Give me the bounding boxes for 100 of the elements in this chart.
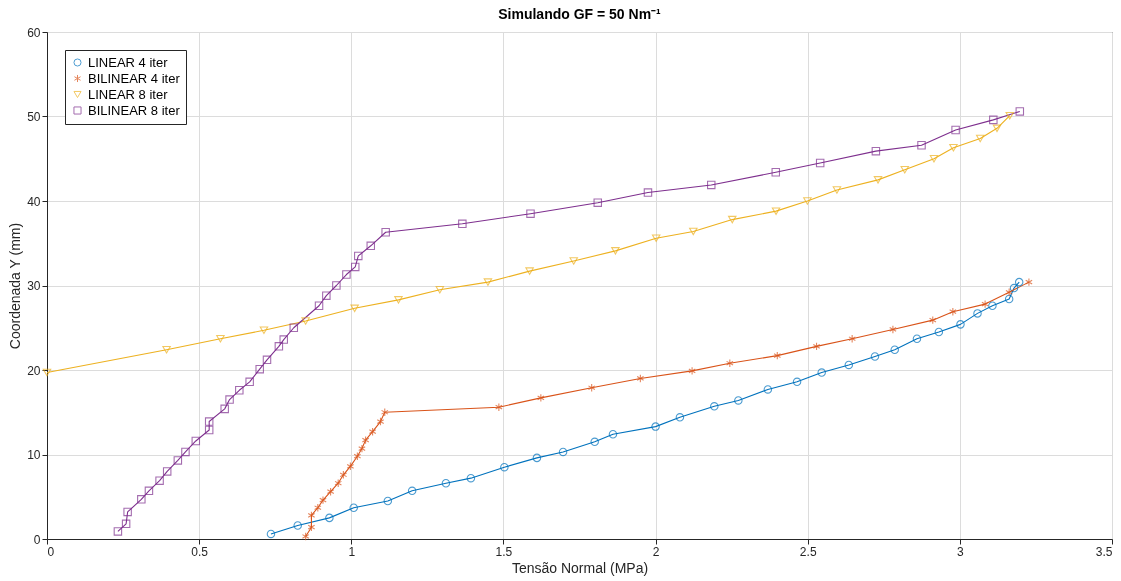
point: [137, 495, 146, 504]
point: [204, 425, 214, 435]
point: [590, 437, 599, 447]
x-tick-label: 3.5: [1095, 544, 1113, 559]
point: [651, 422, 660, 431]
point: [191, 436, 201, 446]
point: [727, 215, 737, 224]
point: [500, 462, 509, 472]
point: [441, 478, 451, 488]
point: [532, 453, 542, 463]
x-tick-label: 1.5: [495, 544, 513, 559]
y-axis-title: Coordenada Y (mm): [7, 222, 24, 350]
point: [812, 342, 821, 351]
point: [394, 296, 403, 304]
point: [975, 134, 985, 143]
point: [381, 228, 390, 237]
point: [558, 447, 568, 457]
point: [458, 219, 467, 229]
y-tick-label: 10: [27, 448, 41, 462]
y-tick-label: 50: [27, 110, 41, 124]
point: [587, 383, 596, 392]
point: [216, 334, 225, 343]
point: [593, 198, 603, 207]
point: [173, 456, 183, 465]
point: [293, 521, 302, 530]
y-tick-label: 60: [27, 25, 41, 40]
point: [689, 227, 698, 236]
point: [350, 262, 360, 272]
point: [319, 495, 327, 505]
point: [611, 247, 620, 255]
point: [121, 519, 131, 529]
point: [314, 301, 324, 311]
point: [376, 417, 385, 426]
point: [123, 507, 132, 517]
point: [817, 368, 826, 377]
point: [354, 251, 363, 261]
point: [162, 345, 171, 354]
point: [301, 532, 310, 541]
point: [279, 335, 288, 344]
point: [844, 360, 854, 370]
legend-label: BILINEAR 4 iter: [88, 70, 181, 86]
point: [350, 304, 359, 313]
point: [225, 395, 234, 404]
point: [771, 168, 781, 177]
point: [643, 188, 653, 197]
x-tick-label: 3: [957, 544, 965, 559]
point: [495, 402, 503, 412]
point: [889, 325, 897, 334]
point: [349, 503, 358, 512]
point: [314, 503, 322, 512]
point: [651, 234, 661, 242]
point: [361, 435, 370, 445]
point: [803, 197, 812, 205]
point: [537, 393, 545, 403]
point: [266, 529, 276, 539]
point: [988, 301, 997, 311]
point: [42, 368, 52, 377]
point: [301, 317, 310, 325]
x-axis-title: Tensão Normal (MPa): [511, 559, 649, 576]
point: [726, 358, 734, 368]
point: [235, 386, 244, 395]
point: [307, 522, 316, 532]
point: [255, 364, 264, 374]
point: [989, 115, 998, 125]
point: [688, 366, 696, 376]
point: [483, 278, 493, 286]
point: [569, 257, 578, 265]
point: [380, 407, 389, 417]
point: [346, 462, 355, 471]
point: [1025, 277, 1033, 287]
point: [144, 486, 154, 496]
point: [181, 447, 190, 457]
point: [1009, 283, 1019, 293]
point: [245, 377, 254, 387]
point: [339, 470, 348, 480]
point: [956, 320, 965, 329]
point: [525, 267, 534, 275]
point: [325, 513, 334, 523]
point: [366, 241, 376, 251]
point: [353, 451, 362, 461]
point: [262, 355, 272, 365]
point: [289, 323, 299, 333]
point: [383, 496, 393, 506]
point: [1005, 288, 1013, 297]
point: [949, 307, 957, 316]
x-tick-label: 1: [348, 544, 356, 559]
point: [917, 140, 926, 150]
y-tick-label: 0: [33, 532, 41, 547]
point: [815, 158, 825, 168]
point: [792, 377, 802, 387]
point: [870, 352, 880, 361]
point: [407, 486, 417, 496]
point: [332, 281, 341, 290]
point: [675, 413, 685, 422]
legend-label: LINEAR 4 iter: [88, 54, 169, 70]
x-tick-label: 0: [47, 544, 55, 559]
x-tick-label: 2: [652, 544, 660, 559]
point: [934, 327, 944, 337]
point: [162, 467, 172, 476]
point: [358, 444, 366, 453]
